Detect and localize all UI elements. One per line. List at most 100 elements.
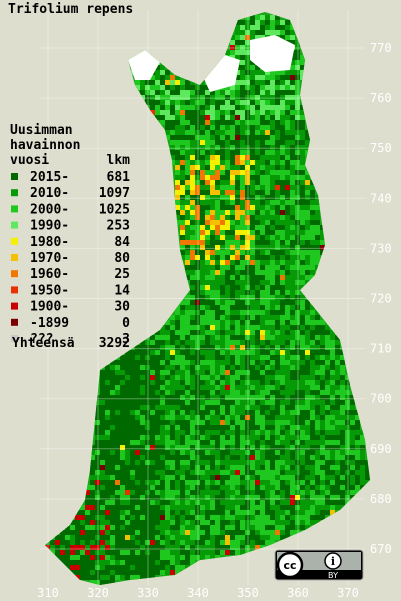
grid-cell [160,435,165,440]
grid-cell [260,170,265,175]
legend-swatch [11,205,18,213]
grid-cell [285,450,290,455]
grid-cell [145,390,150,395]
grid-cell [240,535,245,540]
grid-cell [315,520,320,525]
grid-cell [140,425,145,430]
grid-cell [245,455,250,460]
grid-cell [270,15,275,20]
grid-cell [275,370,280,375]
grid-cell [215,485,220,490]
grid-cell [255,540,260,545]
grid-cell [195,305,200,310]
grid-cell [150,525,155,530]
grid-cell [290,290,295,295]
grid-cell [320,490,325,495]
grid-cell [205,220,210,225]
grid-cell [260,275,265,280]
grid-cell [170,120,175,125]
grid-cell [285,300,290,305]
grid-cell [215,150,220,155]
grid-cell [300,295,305,300]
grid-cell [290,410,295,415]
grid-cell [215,195,220,200]
grid-cell [265,305,270,310]
grid-cell [170,85,175,90]
legend-swatch [11,254,18,261]
grid-cell [185,340,190,345]
grid-cell [150,445,155,450]
grid-cell [270,335,275,340]
grid-cell [265,365,270,370]
grid-cell [280,500,285,505]
grid-cell [270,380,275,385]
grid-cell [225,405,230,410]
grid-cell [105,395,110,400]
no-data [250,35,295,72]
grid-cell [105,390,110,395]
grid-cell [255,175,260,180]
grid-cell [80,570,85,575]
grid-cell [210,370,215,375]
grid-cell [125,380,130,385]
grid-cell [365,470,370,475]
grid-cell [345,425,350,430]
grid-cell [240,455,245,460]
grid-cell [315,265,320,270]
grid-cell [310,310,315,315]
grid-cell [280,120,285,125]
grid-cell [225,155,230,160]
grid-cell [190,515,195,520]
grid-cell [280,530,285,535]
grid-cell [260,235,265,240]
grid-cell [350,395,355,400]
grid-cell [140,560,145,565]
grid-cell [260,365,265,370]
grid-cell [320,390,325,395]
grid-cell [220,270,225,275]
grid-cell [310,365,315,370]
grid-cell [205,305,210,310]
grid-cell [280,505,285,510]
grid-cell [155,365,160,370]
grid-cell [205,380,210,385]
grid-cell [270,300,275,305]
grid-cell [300,325,305,330]
grid-cell [145,540,150,545]
grid-cell [80,560,85,565]
grid-cell [205,450,210,455]
grid-cell [220,200,225,205]
grid-cell [125,400,130,405]
grid-cell [255,505,260,510]
grid-cell [350,470,355,475]
grid-cell [260,85,265,90]
grid-cell [140,495,145,500]
grid-cell [295,420,300,425]
grid-cell [325,330,330,335]
grid-cell [265,120,270,125]
grid-cell [315,495,320,500]
grid-cell [240,360,245,365]
grid-cell [165,425,170,430]
grid-cell [285,295,290,300]
grid-cell [290,365,295,370]
grid-cell [275,115,280,120]
grid-cell [240,510,245,515]
grid-cell [270,130,275,135]
grid-cell [240,175,245,180]
grid-cell [310,510,315,515]
grid-cell [250,235,255,240]
grid-cell [355,480,360,485]
grid-cell [175,455,180,460]
grid-cell [265,510,270,515]
grid-cell [200,425,205,430]
grid-cell [295,45,300,50]
grid-cell [255,200,260,205]
grid-cell [175,370,180,375]
grid-cell [255,420,260,425]
grid-cell [65,550,70,555]
grid-cell [285,135,290,140]
grid-cell [165,95,170,100]
grid-cell [245,240,250,245]
grid-cell [245,135,250,140]
